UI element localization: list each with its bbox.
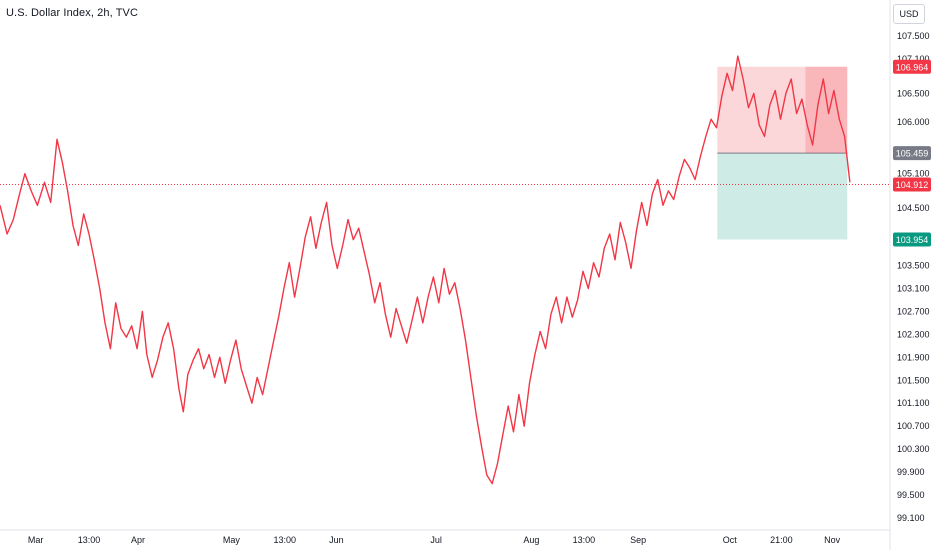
x-tick-label: Jul xyxy=(430,535,442,545)
x-tick-label: Jun xyxy=(329,535,344,545)
y-tick-label: 99.900 xyxy=(897,467,925,477)
price-line-series xyxy=(0,55,851,485)
y-tick-label: 102.700 xyxy=(897,306,930,316)
x-tick-label: Mar xyxy=(28,535,44,545)
x-tick-label: Oct xyxy=(723,535,738,545)
x-tick-label: 13:00 xyxy=(78,535,101,545)
x-tick-label: Apr xyxy=(131,535,145,545)
y-tick-label: 105.100 xyxy=(897,169,930,179)
realized-loss-zone xyxy=(805,66,848,154)
price-tag: 106.964 xyxy=(893,59,931,74)
y-tick-label: 106.500 xyxy=(897,88,930,98)
y-tick-label: 99.100 xyxy=(897,513,925,523)
price-tag-box xyxy=(893,59,931,74)
price-tag-box xyxy=(893,232,931,247)
price-tag: 104.912 xyxy=(893,177,931,192)
price-tag-label: 106.964 xyxy=(896,62,929,72)
x-tick-label: Nov xyxy=(824,535,841,545)
take-profit-zone xyxy=(717,153,848,240)
y-tick-label: 106.000 xyxy=(897,117,930,127)
y-tick-label: 104.500 xyxy=(897,203,930,213)
y-tick-label: 100.300 xyxy=(897,444,930,454)
price-tag-label: 105.459 xyxy=(896,149,929,159)
y-tick-label: 103.500 xyxy=(897,261,930,271)
price-tag-box xyxy=(893,146,931,161)
y-tick-label: 103.100 xyxy=(897,283,930,293)
chart-title: U.S. Dollar Index, 2h, TVC xyxy=(6,7,139,19)
x-tick-label: Sep xyxy=(630,535,646,545)
price-tag-label: 104.912 xyxy=(896,180,929,190)
y-tick-label: 99.500 xyxy=(897,490,925,500)
x-tick-label: 13:00 xyxy=(274,535,297,545)
y-tick-label: 102.300 xyxy=(897,329,930,339)
currency-button[interactable]: USD xyxy=(893,4,925,24)
price-tag-label: 103.954 xyxy=(896,235,929,245)
x-tick-label: Aug xyxy=(523,535,539,545)
y-tick-label: 107.500 xyxy=(897,31,930,41)
price-tag: 103.954 xyxy=(893,232,931,247)
price-tag-box xyxy=(893,177,931,192)
y-tick-label: 101.100 xyxy=(897,398,930,408)
x-tick-label: 13:00 xyxy=(573,535,596,545)
y-tick-label: 100.700 xyxy=(897,421,930,431)
price-tag: 105.459 xyxy=(893,146,931,161)
x-tick-label: May xyxy=(223,535,241,545)
y-tick-label: 101.900 xyxy=(897,352,930,362)
y-tick-label: 107.100 xyxy=(897,54,930,64)
x-tick-label: 21:00 xyxy=(770,535,793,545)
y-tick-label: 101.500 xyxy=(897,375,930,385)
